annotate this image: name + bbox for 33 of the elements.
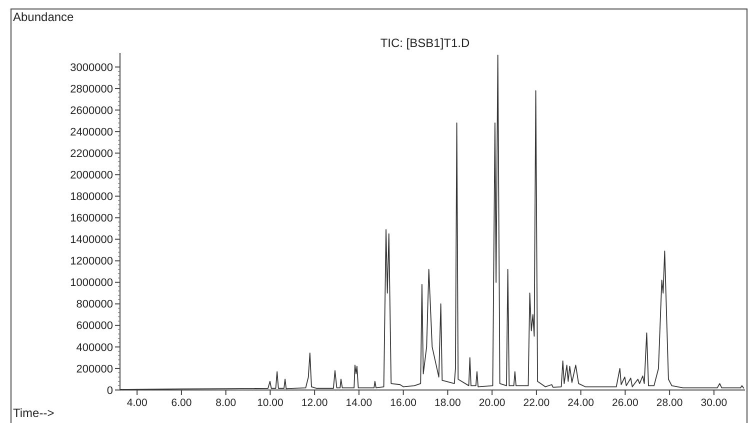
y-tick-label: 200000 <box>76 363 113 376</box>
x-tick-label: 20.00 <box>478 397 506 409</box>
x-tick-label: 6.00 <box>171 397 192 409</box>
x-tick-label: 14.00 <box>346 397 372 409</box>
x-axis-title: Time--> <box>13 406 54 420</box>
y-tick-label: 2600000 <box>70 104 113 117</box>
y-tick-label: 0 <box>106 384 113 397</box>
y-tick-label: 1800000 <box>70 191 113 204</box>
x-tick-label: 18.00 <box>434 397 461 409</box>
y-tick-label: 800000 <box>76 298 113 311</box>
x-tick-label: 10.00 <box>257 397 284 409</box>
x-tick-label: 26.00 <box>612 397 638 409</box>
x-tick-label: 16.00 <box>390 397 417 409</box>
x-tick-label: 12.00 <box>301 397 328 409</box>
y-tick-label: 1000000 <box>70 277 113 290</box>
y-tick-label: 2400000 <box>70 126 113 138</box>
x-tick-label: 22.00 <box>523 397 550 409</box>
x-tick-label: 4.00 <box>126 397 148 409</box>
x-tick-label: 30.00 <box>700 397 728 409</box>
y-tick-label: 1600000 <box>70 212 113 225</box>
x-tick-label: 8.00 <box>216 397 236 409</box>
x-tick-label: 28.00 <box>656 397 683 409</box>
y-tick-label: 2800000 <box>70 83 113 96</box>
y-axis-title: Abundance <box>13 10 74 24</box>
y-tick-label: 1400000 <box>70 234 113 246</box>
x-tick-label: 24.00 <box>568 397 594 409</box>
y-tick-label: 400000 <box>76 342 113 354</box>
y-tick-label: 2200000 <box>70 148 113 160</box>
y-tick-label: 3000000 <box>70 62 113 74</box>
y-tick-label: 1200000 <box>70 256 113 268</box>
y-tick-label: 2000000 <box>70 170 113 182</box>
chart-title: TIC: [BSB1]T1.D <box>380 36 470 50</box>
y-tick-label: 600000 <box>76 320 113 332</box>
